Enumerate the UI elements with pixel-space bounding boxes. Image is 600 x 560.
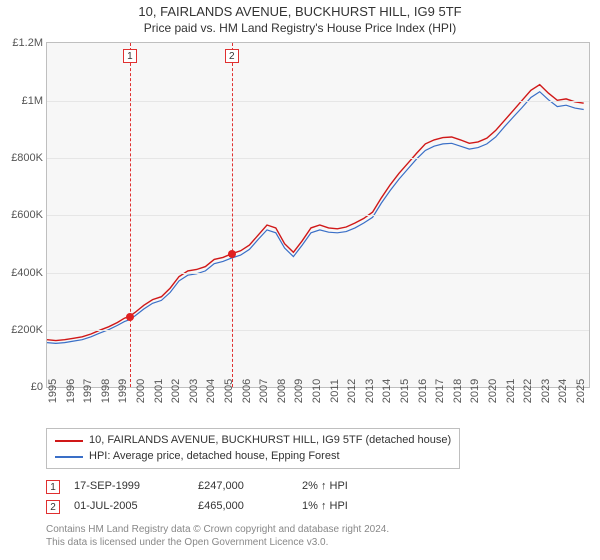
marker-vline xyxy=(232,43,233,387)
tx-price: £247,000 xyxy=(198,477,288,497)
x-tick-label: 2014 xyxy=(381,379,393,403)
legend-label: HPI: Average price, detached house, Eppi… xyxy=(89,449,340,464)
gridline xyxy=(47,101,589,102)
x-tick-label: 2012 xyxy=(346,379,358,403)
x-tick-label: 2016 xyxy=(417,379,429,403)
y-tick-label: £0 xyxy=(31,381,43,393)
series-hpi_line xyxy=(47,92,584,344)
marker-point xyxy=(126,313,134,321)
y-tick-label: £1M xyxy=(22,95,43,107)
y-tick-label: £400K xyxy=(11,267,43,279)
x-tick-label: 1995 xyxy=(47,379,59,403)
x-tick-label: 2017 xyxy=(434,379,446,403)
tx-hpi: 2% ↑ HPI xyxy=(302,477,348,497)
title-line2: Price paid vs. HM Land Registry's House … xyxy=(0,21,600,37)
table-row: 1 17-SEP-1999 £247,000 2% ↑ HPI xyxy=(46,477,590,497)
x-tick-label: 1998 xyxy=(100,379,112,403)
x-tick-label: 2000 xyxy=(135,379,147,403)
y-tick-label: £600K xyxy=(11,209,43,221)
x-tick-label: 1999 xyxy=(117,379,129,403)
series-price_line xyxy=(47,85,584,341)
x-tick-label: 2009 xyxy=(293,379,305,403)
tx-date: 01-JUL-2005 xyxy=(74,497,184,517)
legend-swatch xyxy=(55,456,83,458)
price-chart: £0£200K£400K£600K£800K£1M£1.2M1995199619… xyxy=(46,42,590,388)
x-tick-label: 2020 xyxy=(487,379,499,403)
x-tick-label: 2021 xyxy=(505,379,517,403)
transaction-table: 1 17-SEP-1999 £247,000 2% ↑ HPI 2 01-JUL-2005… xyxy=(46,477,590,517)
footer-text: Contains HM Land Registry data © Crown c… xyxy=(46,523,590,549)
row-marker: 2 xyxy=(46,500,60,514)
x-tick-label: 2001 xyxy=(153,379,165,403)
footer-line1: Contains HM Land Registry data © Crown c… xyxy=(46,523,590,536)
x-tick-label: 2025 xyxy=(575,379,587,403)
gridline xyxy=(47,215,589,216)
x-tick-label: 2022 xyxy=(522,379,534,403)
x-tick-label: 2013 xyxy=(364,379,376,403)
y-tick-label: £800K xyxy=(11,152,43,164)
x-tick-label: 2011 xyxy=(329,380,341,404)
x-tick-label: 2019 xyxy=(469,379,481,403)
x-tick-label: 2007 xyxy=(258,379,270,403)
tx-price: £465,000 xyxy=(198,497,288,517)
table-row: 2 01-JUL-2005 £465,000 1% ↑ HPI xyxy=(46,497,590,517)
x-tick-label: 2005 xyxy=(223,379,235,403)
gridline xyxy=(47,330,589,331)
x-tick-label: 2024 xyxy=(557,379,569,403)
legend-swatch xyxy=(55,440,83,442)
marker-box: 1 xyxy=(123,49,137,63)
x-tick-label: 1997 xyxy=(82,379,94,403)
x-tick-label: 2003 xyxy=(188,379,200,403)
y-tick-label: £200K xyxy=(11,324,43,336)
legend-row: HPI: Average price, detached house, Eppi… xyxy=(55,449,451,464)
x-tick-label: 2010 xyxy=(311,379,323,403)
legend-label: 10, FAIRLANDS AVENUE, BUCKHURST HILL, IG… xyxy=(89,433,451,448)
x-tick-label: 2023 xyxy=(540,379,552,403)
legend-box: 10, FAIRLANDS AVENUE, BUCKHURST HILL, IG… xyxy=(46,428,460,469)
x-tick-label: 2006 xyxy=(241,379,253,403)
marker-box: 2 xyxy=(225,49,239,63)
y-tick-label: £1.2M xyxy=(12,37,43,49)
title-block: 10, FAIRLANDS AVENUE, BUCKHURST HILL, IG… xyxy=(0,0,600,36)
tx-date: 17-SEP-1999 xyxy=(74,477,184,497)
marker-point xyxy=(228,250,236,258)
title-line1: 10, FAIRLANDS AVENUE, BUCKHURST HILL, IG… xyxy=(0,4,600,21)
x-tick-label: 2002 xyxy=(170,379,182,403)
gridline xyxy=(47,158,589,159)
x-tick-label: 2008 xyxy=(276,379,288,403)
legend-row: 10, FAIRLANDS AVENUE, BUCKHURST HILL, IG… xyxy=(55,433,451,448)
x-tick-label: 2018 xyxy=(452,379,464,403)
x-tick-label: 1996 xyxy=(65,379,77,403)
marker-vline xyxy=(130,43,131,387)
tx-hpi: 1% ↑ HPI xyxy=(302,497,348,517)
row-marker: 1 xyxy=(46,480,60,494)
footer-line2: This data is licensed under the Open Gov… xyxy=(46,536,590,549)
x-tick-label: 2004 xyxy=(205,379,217,403)
x-tick-label: 2015 xyxy=(399,379,411,403)
gridline xyxy=(47,273,589,274)
